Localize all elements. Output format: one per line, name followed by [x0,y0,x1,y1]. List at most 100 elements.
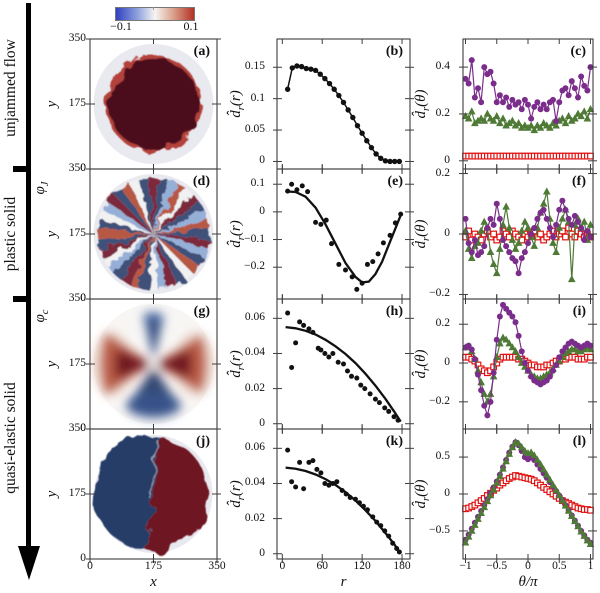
ytick-label-d: 0 [80,292,86,304]
streak-wedge [153,178,168,234]
panel-letter-g: (g) [193,304,210,319]
xtick-label-l: −0.5 [486,560,508,572]
streak-wedge [129,234,154,289]
xtick-label-k: 180 [393,560,411,572]
panel-letter-j: (j) [196,434,210,449]
ylabel-j: y [44,490,60,498]
heatmap-g-lobes [92,311,215,419]
streak-wedge [148,234,159,291]
heatmap-a [93,44,214,164]
streak-wedge [99,210,154,234]
ytick-label-h: 0.02 [244,381,265,394]
streak-wedge [153,234,178,289]
ytick-label-j: 0 [80,552,86,564]
section-label-plastic-solid: plastic solid [2,196,19,272]
streak-wedge [121,234,154,285]
plot-frames-layer [86,38,597,563]
streak-wedge [153,234,200,274]
streak-wedge [153,234,168,290]
streak-wedge [153,188,194,234]
ytick-label-l: −0.5 [429,523,450,536]
panel-letter-a: (a) [193,44,210,59]
panel-letter-i: (i) [572,304,586,319]
xtick-label-l: −1 [459,560,472,572]
streak-wedge [113,234,154,280]
streak-wedge [153,234,210,249]
xtick-label-j: 0 [87,560,93,572]
series-line-h [285,325,402,423]
heatmap-j [93,435,213,553]
streak-wedge [148,177,159,234]
ylabel-c: d̂r(θ) [413,89,432,119]
phase-tick-phi-j [13,166,26,172]
panel-letter-l: (l) [572,434,586,449]
ytick-label-b: 0 [259,154,265,167]
panel-k [273,425,414,563]
xtick-label-k: 120 [353,560,371,572]
streak-wedge [153,201,205,234]
streak-wedge [107,194,154,234]
ylabel-l: d̂r(θ) [413,479,432,509]
xtick-label-l: 0 [525,560,531,572]
ytick-label-a: 0 [80,162,86,174]
streak-wedge [153,194,200,234]
ytick-label-k: 0 [259,546,265,559]
ylabel-e: d̂r(r) [228,220,247,248]
panel-letter-h: (h) [385,304,403,319]
series-line-b [286,65,400,163]
ylabel-f: d̂r(θ) [413,219,432,249]
xtick-label-k: 60 [316,560,328,572]
section-label-unjammed-flow: unjammed flow [2,39,19,137]
ylabel-g: y [44,360,60,368]
xtick-label-k: 0 [279,560,286,572]
streak-wedge [139,178,154,234]
streak-wedge [153,234,186,285]
xlabel-l: θ/π [518,574,538,590]
ylabel-a: y [44,100,60,108]
streak-wedge [153,234,194,280]
streak-wedge [102,201,154,234]
ytick-label-i: −0.2 [429,394,450,407]
xtick-label-j: 350 [208,560,226,572]
ytick-label-e: 0.1 [250,177,265,190]
ytick-label-b: 0.1 [250,91,265,104]
ytick-label-h: 0 [259,416,265,429]
streak-wedge [153,219,210,234]
dipole-seam [149,440,160,500]
streak-wedge [153,229,210,239]
ytick-label-f: 0.2 [435,166,450,179]
heatmap-d-streaks [97,177,210,291]
ytick-label-g: 350 [68,292,86,304]
ytick-label-d: 350 [68,162,86,174]
heatmap-j-halves [93,436,208,551]
phase-axis-arrow [26,3,31,548]
streak-wedge [153,179,178,234]
ytick-label-l: 0.5 [435,450,450,463]
panel-letter-b: (b) [385,44,403,59]
colorbar-max-label: 0.1 [183,19,199,33]
ytick-label-f: 0 [444,227,450,239]
blue-half-left [93,436,161,551]
ylabel-i: d̂r(θ) [413,349,432,379]
ytick-label-b: 0.05 [244,123,265,136]
ytick-label-c: 0.2 [435,106,450,119]
streak-wedge [153,183,186,234]
ytick-label-e: −0.2 [244,260,265,273]
xtick-label-l: 1 [587,560,594,572]
ytick-label-i: 0.2 [435,317,450,330]
ytick-label-k: 0.06 [244,441,265,454]
ytick-label-h: 0.06 [244,311,265,324]
ytick-label-e: 0 [259,204,265,217]
xtick-label-j: 175 [144,560,163,572]
panel-letter-e: (e) [387,174,403,189]
phase-tick-phi-c [13,296,26,302]
series-line-e [285,190,402,284]
panel-letter-k: (k) [385,434,403,449]
streak-wedge [97,229,154,239]
ytick-label-a: 175 [68,97,86,109]
ytick-label-c: 0.4 [435,60,450,73]
streak-wedge [97,234,154,249]
red-half-right [146,437,208,551]
